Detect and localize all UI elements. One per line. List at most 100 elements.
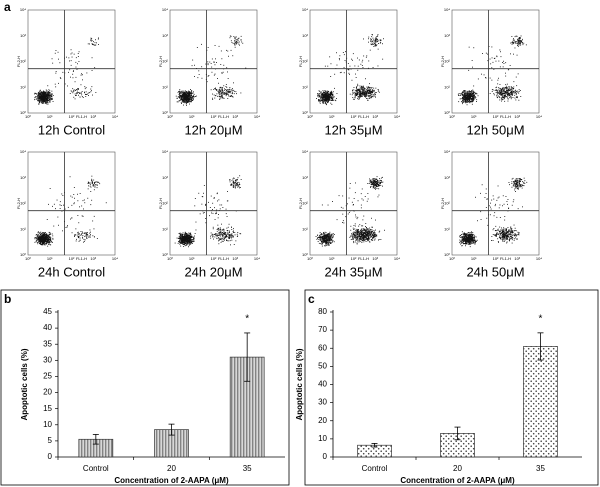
dot — [467, 101, 468, 103]
dot — [209, 61, 211, 63]
dot — [326, 101, 328, 103]
dot — [326, 98, 327, 100]
dot — [39, 232, 40, 234]
dot — [367, 92, 369, 93]
dot — [322, 102, 324, 104]
dot — [328, 93, 329, 95]
dot — [35, 96, 36, 98]
dot — [228, 223, 230, 225]
dot — [235, 179, 237, 181]
dot — [65, 227, 67, 228]
dot — [468, 98, 470, 99]
dot — [465, 102, 467, 103]
dot — [329, 95, 331, 96]
dot — [77, 53, 79, 54]
dot — [512, 97, 514, 98]
dot — [326, 90, 328, 92]
dot — [78, 222, 80, 224]
dot — [498, 60, 500, 62]
dot — [42, 242, 44, 244]
dot — [354, 94, 356, 96]
dot — [329, 95, 330, 97]
dot — [372, 94, 374, 96]
dot — [221, 89, 223, 91]
dot — [239, 184, 241, 185]
dot — [190, 98, 192, 100]
dot — [43, 236, 45, 238]
dot — [320, 240, 322, 242]
dot — [472, 91, 474, 93]
dot — [328, 236, 330, 238]
dot — [187, 93, 189, 95]
dot — [39, 97, 40, 98]
dot — [509, 93, 511, 94]
dot — [83, 241, 84, 243]
dot — [506, 85, 508, 87]
dot — [77, 63, 78, 65]
dot — [74, 93, 76, 95]
dot — [184, 94, 186, 95]
dot — [330, 242, 331, 244]
dot — [190, 240, 191, 242]
dot — [473, 94, 475, 96]
dot — [238, 41, 240, 43]
dot — [364, 96, 365, 97]
dot — [327, 95, 329, 97]
dot — [520, 40, 521, 41]
dot — [240, 179, 242, 180]
dot — [48, 241, 50, 243]
dot — [500, 92, 502, 93]
tick-label: 10⁰ — [444, 110, 450, 115]
dot — [188, 101, 189, 102]
dot — [39, 237, 41, 239]
dot — [44, 236, 46, 237]
dot — [322, 232, 324, 234]
dot — [464, 96, 465, 98]
dot — [219, 90, 221, 91]
dot — [352, 59, 353, 61]
dot — [78, 236, 80, 237]
dot — [233, 185, 234, 187]
dot — [360, 86, 362, 88]
dot — [517, 73, 519, 75]
dot — [231, 226, 232, 228]
dot — [48, 99, 50, 101]
dot — [328, 97, 330, 98]
dot — [206, 81, 208, 83]
tick-label: 10⁴ — [112, 256, 118, 261]
dot — [503, 98, 505, 100]
dot — [73, 96, 75, 98]
dot — [356, 92, 358, 94]
dot — [377, 40, 379, 42]
dot — [231, 42, 233, 43]
dot — [37, 239, 39, 240]
dot — [193, 237, 194, 239]
dot — [90, 234, 91, 236]
dot — [178, 233, 180, 234]
dot — [520, 96, 522, 97]
dot — [184, 98, 186, 100]
dot — [84, 91, 85, 93]
dot — [506, 87, 508, 89]
dot — [181, 235, 183, 237]
tick-label: 10¹ — [302, 84, 308, 89]
axis-label: FL2-H — [158, 56, 163, 67]
dot — [511, 88, 513, 90]
dot — [466, 96, 468, 98]
dot — [468, 69, 470, 71]
dot — [44, 98, 46, 100]
dot — [80, 234, 82, 236]
dot — [86, 93, 88, 95]
dot — [191, 236, 193, 238]
dot — [185, 97, 187, 99]
dot — [188, 235, 190, 237]
dot — [515, 94, 517, 96]
dot — [214, 95, 216, 97]
dot — [77, 91, 78, 93]
dot — [326, 99, 327, 101]
dot — [187, 235, 188, 237]
dot — [520, 35, 522, 37]
dot — [224, 93, 226, 95]
dot — [240, 39, 242, 41]
dot — [472, 99, 474, 101]
